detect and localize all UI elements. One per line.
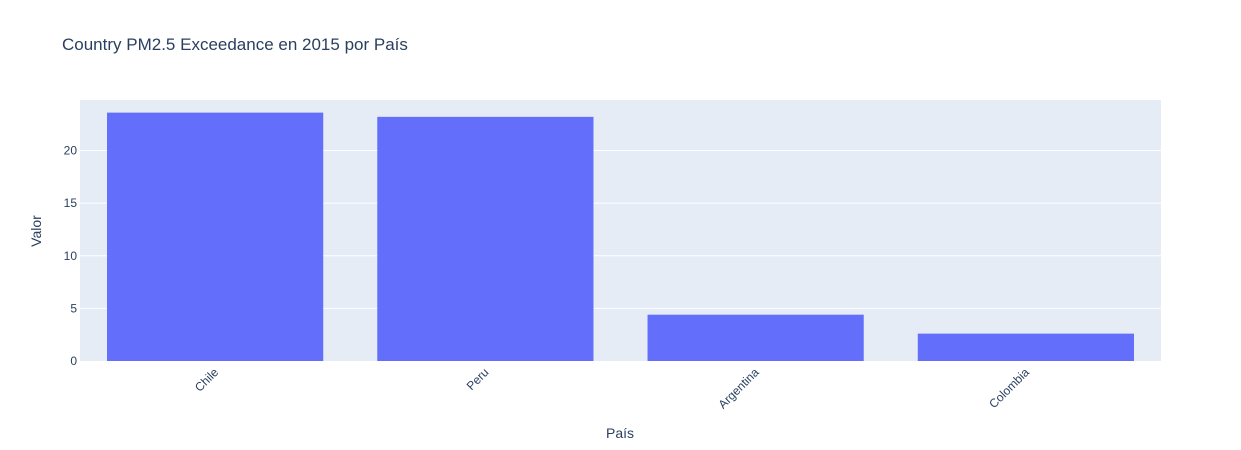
x-tick-label: Colombia <box>986 365 1032 411</box>
bar-argentina <box>647 314 864 361</box>
bar-chile <box>107 112 324 362</box>
x-axis-title: País <box>606 425 634 441</box>
y-tick-label: 20 <box>64 144 78 158</box>
y-tick-label: 5 <box>70 301 77 315</box>
chart-title: Country PM2.5 Exceedance en 2015 por Paí… <box>62 35 408 54</box>
y-tick-label: 10 <box>64 249 78 263</box>
bar-peru <box>377 116 594 361</box>
x-tick-label: Argentina <box>716 365 762 411</box>
x-tick-label: Chile <box>192 365 221 394</box>
x-axis-ticks: Chile Peru Argentina Colombia <box>192 365 1032 411</box>
y-tick-label: 0 <box>70 354 77 368</box>
bar-colombia <box>917 333 1134 361</box>
bars <box>107 112 1134 362</box>
y-tick-label: 15 <box>64 196 78 210</box>
y-axis-title: Valor <box>28 215 44 247</box>
x-tick-label: Peru <box>464 365 492 393</box>
y-axis-ticks: 0 5 10 15 20 <box>64 144 78 368</box>
